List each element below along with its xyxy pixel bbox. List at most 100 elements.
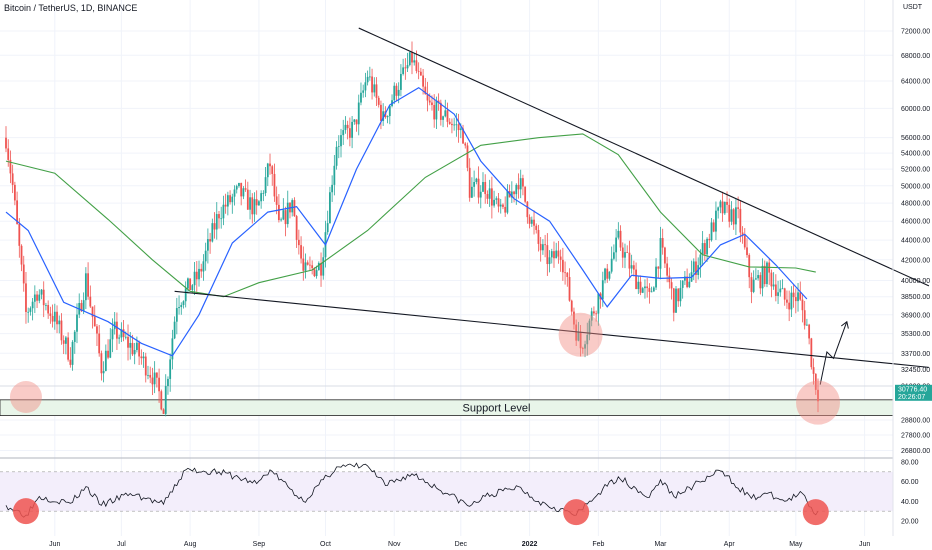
date-tick-label: Mar <box>654 541 667 548</box>
candle-body <box>342 130 345 136</box>
candle-body <box>40 289 43 295</box>
candle-body <box>109 339 112 358</box>
candle-body <box>131 342 134 355</box>
candle-body <box>555 250 558 259</box>
candle-body <box>477 178 480 198</box>
candle-body <box>424 86 427 95</box>
candle-body <box>686 276 689 288</box>
candle-body <box>169 359 172 379</box>
candle-body <box>590 311 593 321</box>
candle-body <box>626 252 629 253</box>
candle-body <box>91 306 94 317</box>
candle-body <box>750 277 753 292</box>
candle-body <box>242 188 245 197</box>
candle-body <box>395 85 398 96</box>
candle-body <box>380 104 382 121</box>
candle-body <box>25 283 27 312</box>
date-tick-label: Jun <box>859 541 870 548</box>
candle-body <box>271 166 274 174</box>
candles <box>5 41 819 417</box>
candle-body <box>229 195 231 203</box>
price-tick-label: 48000.00 <box>901 201 930 208</box>
candle-body <box>692 261 695 273</box>
candle-body <box>808 324 811 339</box>
candle-body <box>337 146 340 148</box>
rsi-highlight-circle <box>563 499 590 526</box>
projection-arrowhead <box>840 320 849 329</box>
projection-arrow <box>819 321 848 385</box>
candle-body <box>422 75 424 87</box>
price-tick-label: 40000.00 <box>901 278 930 285</box>
candle-body <box>814 373 817 390</box>
candle-body <box>220 218 223 220</box>
candle-body <box>413 60 416 63</box>
candle-body <box>664 247 666 264</box>
candle-body <box>393 85 396 101</box>
candle-body <box>382 111 385 121</box>
candle-body <box>630 265 633 269</box>
candle-body <box>553 251 555 259</box>
candle-body <box>175 308 178 322</box>
candle-body <box>533 219 535 226</box>
candle-body <box>455 124 458 126</box>
candle-body <box>144 356 147 376</box>
candle-body <box>537 229 540 244</box>
rsi-band <box>0 471 893 512</box>
candle-body <box>309 264 311 266</box>
candle-body <box>688 281 691 288</box>
candle-body <box>695 261 697 275</box>
candle-body <box>561 259 564 273</box>
candle-body <box>147 374 149 376</box>
candle-body <box>173 321 176 339</box>
date-tick-label: Aug <box>184 541 197 548</box>
candle-body <box>184 288 187 302</box>
candle-body <box>253 199 256 215</box>
candle-body <box>752 279 755 292</box>
candle-body <box>471 186 473 198</box>
candle-body <box>22 264 25 284</box>
candle-body <box>546 245 549 265</box>
price-tick-label: 36900.00 <box>901 312 930 319</box>
support-zone: Support Level <box>0 385 894 416</box>
candle-body <box>29 308 32 312</box>
candle-body <box>258 201 260 206</box>
candle-body <box>668 275 671 283</box>
candle-body <box>528 217 531 224</box>
candle-body <box>770 272 773 287</box>
candle-body <box>539 243 542 251</box>
candle-body <box>226 195 229 207</box>
candle-body <box>213 223 216 230</box>
candle-body <box>18 224 21 246</box>
candle-body <box>58 320 61 325</box>
candle-body <box>355 119 358 125</box>
candle-body <box>499 204 502 207</box>
candle-body <box>62 340 65 344</box>
candle-body <box>102 370 105 374</box>
candle-body <box>80 303 83 312</box>
price-tick-label: 56000.00 <box>901 135 930 142</box>
candle-body <box>344 124 347 131</box>
candle-body <box>297 239 300 246</box>
candle-body <box>475 178 478 182</box>
candle-body <box>53 311 56 322</box>
candle-body <box>473 181 476 187</box>
axes: 72000.00 68000.00 64000.00 60000.00 56000.00… <box>49 0 932 548</box>
candle-body <box>100 353 103 374</box>
candle-body <box>652 287 655 292</box>
candle-body <box>273 173 276 197</box>
candle-body <box>723 201 726 214</box>
candle-body <box>510 191 513 198</box>
candle-body <box>502 204 504 207</box>
rsi-tick-label: 40.00 <box>901 499 919 506</box>
candle-body <box>639 281 642 293</box>
candle-body <box>595 313 598 315</box>
candle-body <box>162 409 165 414</box>
candle-body <box>87 273 89 297</box>
candle-body <box>300 245 302 259</box>
candle-body <box>295 216 298 240</box>
candle-body <box>158 377 160 392</box>
candle-body <box>11 173 14 185</box>
candle-body <box>601 280 604 300</box>
candle-body <box>67 337 70 360</box>
